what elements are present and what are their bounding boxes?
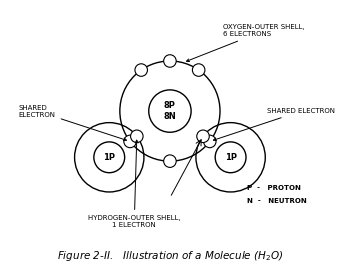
Text: 8P
8N: 8P 8N — [163, 101, 176, 121]
Circle shape — [203, 135, 216, 148]
Circle shape — [164, 55, 176, 67]
Circle shape — [131, 130, 143, 143]
Circle shape — [197, 130, 209, 143]
Circle shape — [94, 142, 125, 173]
Text: OXYGEN-OUTER SHELL,
6 ELECTRONS: OXYGEN-OUTER SHELL, 6 ELECTRONS — [187, 24, 304, 61]
Circle shape — [135, 64, 147, 76]
Text: 1P: 1P — [103, 153, 115, 162]
Text: N  -   NEUTRON: N - NEUTRON — [247, 198, 307, 204]
Circle shape — [193, 64, 205, 76]
Circle shape — [124, 135, 136, 148]
Text: 1P: 1P — [225, 153, 237, 162]
Circle shape — [164, 155, 176, 167]
Circle shape — [149, 90, 191, 132]
Text: P  -   PROTON: P - PROTON — [247, 185, 301, 191]
Text: HYDROGEN-OUTER SHELL,
1 ELECTRON: HYDROGEN-OUTER SHELL, 1 ELECTRON — [88, 140, 181, 228]
Text: SHARED
ELECTRON: SHARED ELECTRON — [19, 105, 126, 141]
Text: Figure 2-II.   Illustration of a Molecule ($H_2O$): Figure 2-II. Illustration of a Molecule … — [57, 249, 283, 262]
Text: SHARED ELECTRON: SHARED ELECTRON — [214, 108, 335, 141]
Circle shape — [215, 142, 246, 173]
